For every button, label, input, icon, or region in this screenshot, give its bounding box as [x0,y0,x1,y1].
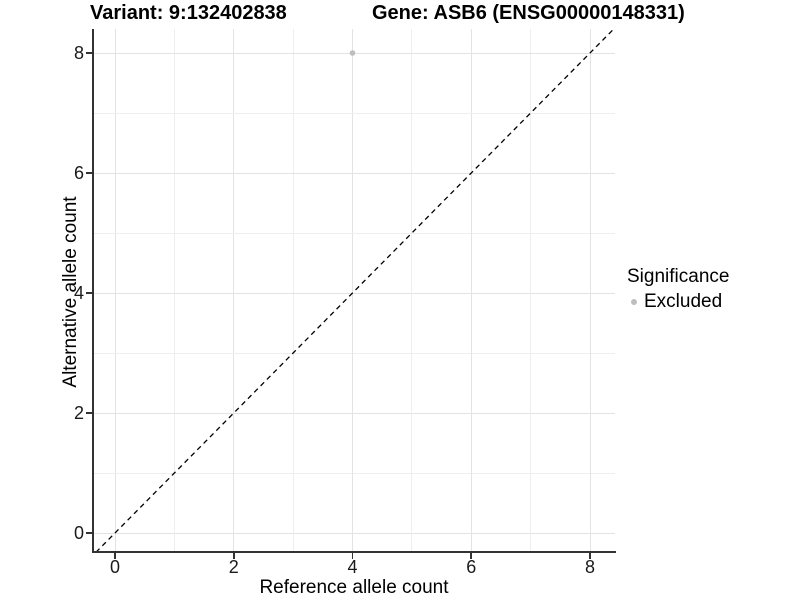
y-gridline [93,412,615,414]
x-tick-mark [470,553,473,559]
x-gridline [233,29,235,552]
y-tick-label: 0 [73,523,84,543]
y-tick-label: 2 [73,403,84,423]
plot-title-gene: Gene: ASB6 (ENSG00000148331) [372,2,685,24]
y-axis-line [92,29,94,553]
x-tick-label: 4 [347,557,358,577]
legend-title: Significance [627,266,730,287]
data-point-excluded [349,50,356,56]
y-gridline [93,472,615,474]
x-gridline [589,29,591,552]
x-tick-mark [232,553,235,559]
x-gridline [292,29,294,552]
legend-excluded-dot-icon [631,299,637,305]
plot-panel [93,29,615,552]
x-tick-label: 6 [466,557,477,577]
y-gridline [93,232,615,234]
identity-reference-line [95,29,615,552]
y-tick-mark [86,292,92,294]
y-gridline [93,172,615,174]
y-gridline [93,532,615,534]
x-gridline [470,29,472,552]
y-tick-mark [86,532,92,534]
x-tick-label: 8 [584,557,596,577]
y-tick-mark [86,172,92,174]
x-tick-mark [114,553,116,559]
y-tick-label: 8 [73,43,84,63]
x-tick-label: 0 [109,557,121,577]
y-tick-mark [86,412,92,414]
plot-svg-layer [95,29,615,552]
y-gridline [93,352,615,354]
legend-item-excluded: Excluded [627,291,729,313]
x-axis-line [92,551,616,553]
legend-item-label: Excluded [644,291,723,312]
x-tick-mark [351,553,354,559]
x-gridline [114,29,116,552]
y-tick-label: 6 [73,163,84,183]
legend: Significance Excluded [627,266,729,313]
x-gridline [173,29,175,552]
y-gridline [93,112,615,114]
y-tick-mark [86,52,92,54]
x-gridline [530,29,532,552]
plot-title-variant: Variant: 9:132402838 [90,2,287,24]
y-gridline [93,292,615,294]
x-axis-title: Reference allele count [259,577,449,598]
x-gridline [352,29,353,552]
x-gridline [411,29,413,552]
x-tick-mark [589,553,591,559]
y-tick-label: 4 [73,283,84,303]
x-tick-label: 2 [228,557,239,577]
